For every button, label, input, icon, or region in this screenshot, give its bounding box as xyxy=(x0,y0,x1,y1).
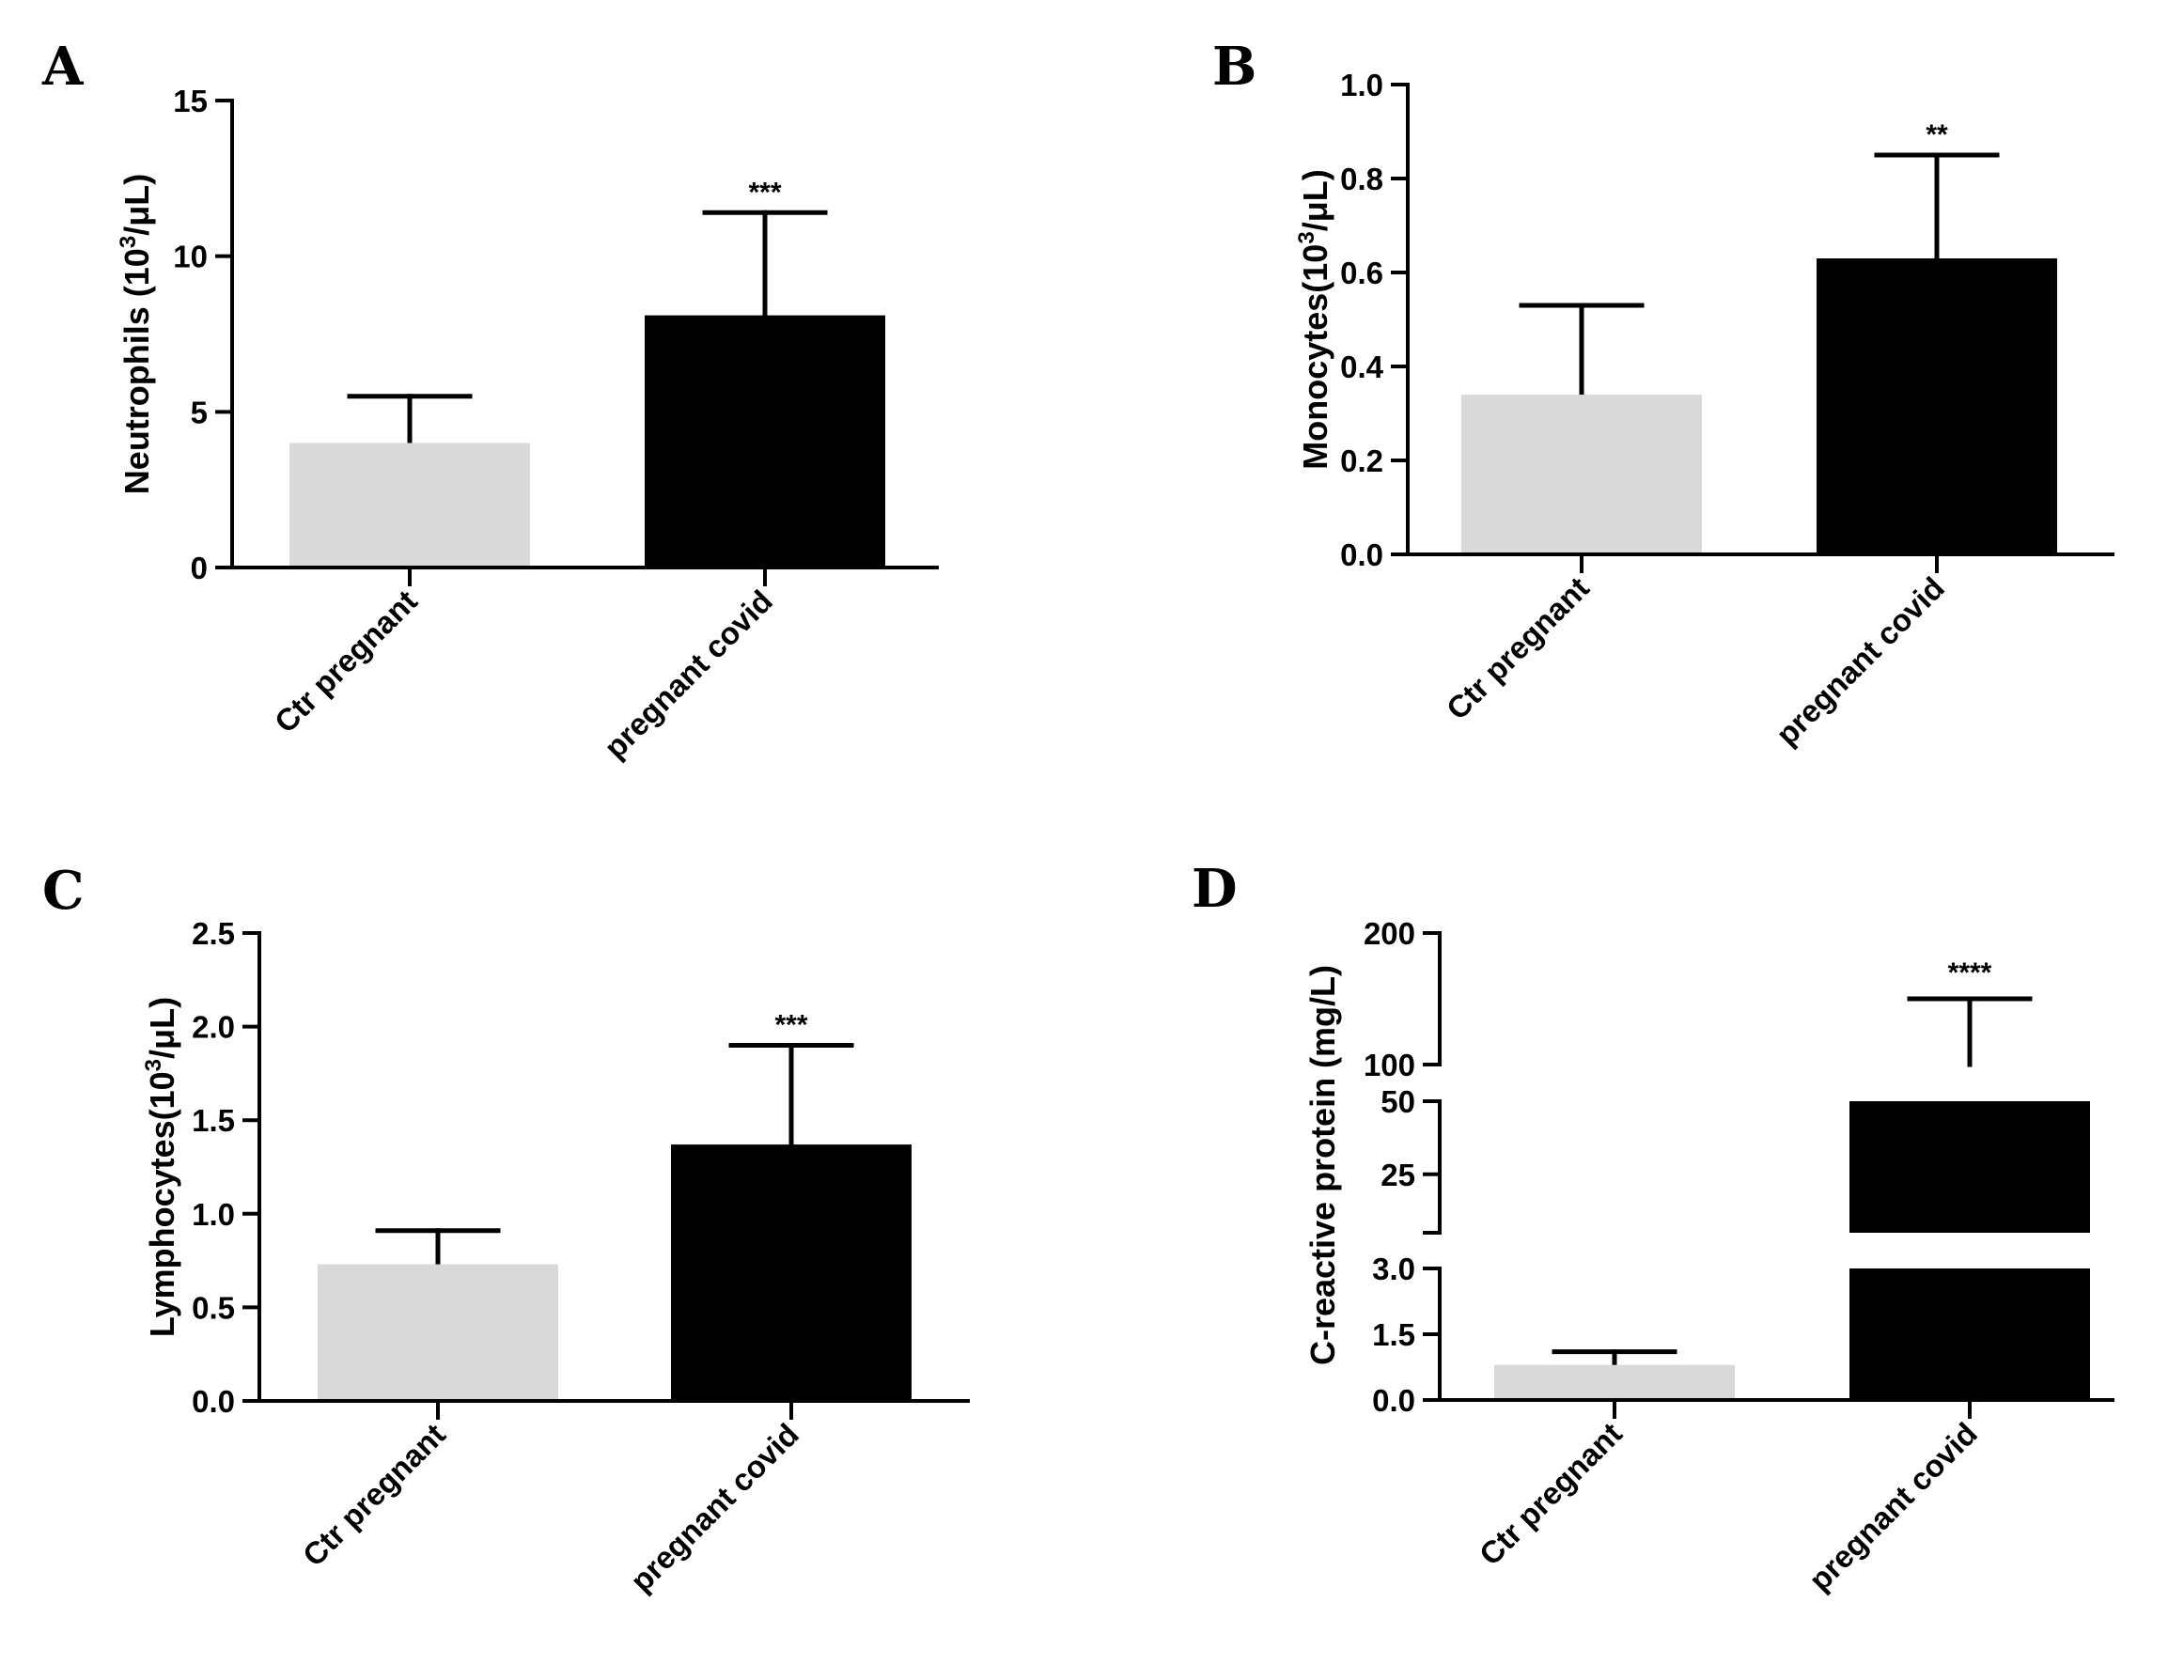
y-tick-label: 10 xyxy=(173,240,208,274)
significance-label: ** xyxy=(1926,119,1948,150)
category-label: Ctr pregnant xyxy=(268,583,424,739)
bar-control xyxy=(1461,395,1702,554)
category-label: Ctr pregnant xyxy=(1473,1416,1629,1572)
panel-letter: D xyxy=(1192,858,1238,920)
bar-covid xyxy=(671,1144,912,1401)
category-label: pregnant covid xyxy=(598,583,779,765)
y-tick-label: 0.8 xyxy=(1340,162,1383,196)
y-axis-title: Neutrophils (103/μL) xyxy=(116,174,156,494)
y-tick-label: 0.4 xyxy=(1340,350,1384,384)
y-tick-label: 1.0 xyxy=(1340,68,1383,102)
category-label: Ctr pregnant xyxy=(1440,570,1596,726)
y-tick-label: 2.0 xyxy=(192,1010,235,1045)
panel-a: A Ctr pregnant *** pregnant covid 0 5 10 15 Neut… xyxy=(41,36,939,765)
y-tick-label: 0.5 xyxy=(192,1290,235,1325)
y-tick-label: 1.5 xyxy=(192,1103,235,1138)
significance-label: *** xyxy=(748,177,781,208)
y-axis-title: C-reactive protein (mg/L) xyxy=(1303,965,1342,1365)
y-tick-label: 0.0 xyxy=(1340,537,1383,572)
category-label: Ctr pregnant xyxy=(296,1417,452,1573)
bar-control xyxy=(1494,1364,1735,1400)
category-label: pregnant covid xyxy=(1802,1416,1984,1597)
significance-label: **** xyxy=(1948,957,1992,988)
y-tick-label: 50 xyxy=(1381,1084,1415,1119)
y-tick-label: 25 xyxy=(1381,1158,1415,1192)
y-tick-label: 5 xyxy=(191,395,208,429)
y-tick-label: 0.2 xyxy=(1340,443,1383,478)
y-tick-label: 0 xyxy=(191,551,208,585)
y-tick-label: 15 xyxy=(173,84,208,118)
y-tick-label: 200 xyxy=(1364,916,1415,951)
y-tick-label: 3.0 xyxy=(1372,1252,1415,1286)
y-axis-title: Lymphocytes(103/μL) xyxy=(141,997,181,1337)
y-axis-title: Monocytes(103/μL) xyxy=(1294,169,1334,469)
panel-letter: C xyxy=(42,860,85,922)
bar-covid-upper xyxy=(1849,1101,2090,1233)
y-tick-label: 0.0 xyxy=(1372,1383,1415,1418)
y-tick-label: 0.6 xyxy=(1340,256,1383,290)
y-tick-label: 2.5 xyxy=(192,916,235,951)
bar-covid xyxy=(645,315,885,568)
y-tick-label: 1.5 xyxy=(1372,1317,1415,1352)
bar-control xyxy=(318,1264,558,1401)
bar-covid xyxy=(1817,258,2057,554)
significance-label: *** xyxy=(774,1010,807,1041)
y-tick-label: 0.0 xyxy=(192,1384,235,1419)
panel-letter: B xyxy=(1212,36,1256,98)
panel-b: B Ctr pregnant ** pregnant covid 0.0 0.2 0.4 0.… xyxy=(1212,36,2114,752)
category-label: pregnant covid xyxy=(1770,570,1951,752)
y-tick-label: 100 xyxy=(1364,1048,1415,1082)
category-label: pregnant covid xyxy=(624,1417,805,1598)
panel-letter: A xyxy=(41,36,85,98)
bar-covid-lower xyxy=(1849,1268,2090,1400)
y-tick-label: 1.0 xyxy=(192,1197,235,1232)
panel-c: C Ctr pregnant *** pregnant covid 0.0 0.5 1.0 1… xyxy=(42,860,970,1598)
bar-control xyxy=(289,443,530,568)
